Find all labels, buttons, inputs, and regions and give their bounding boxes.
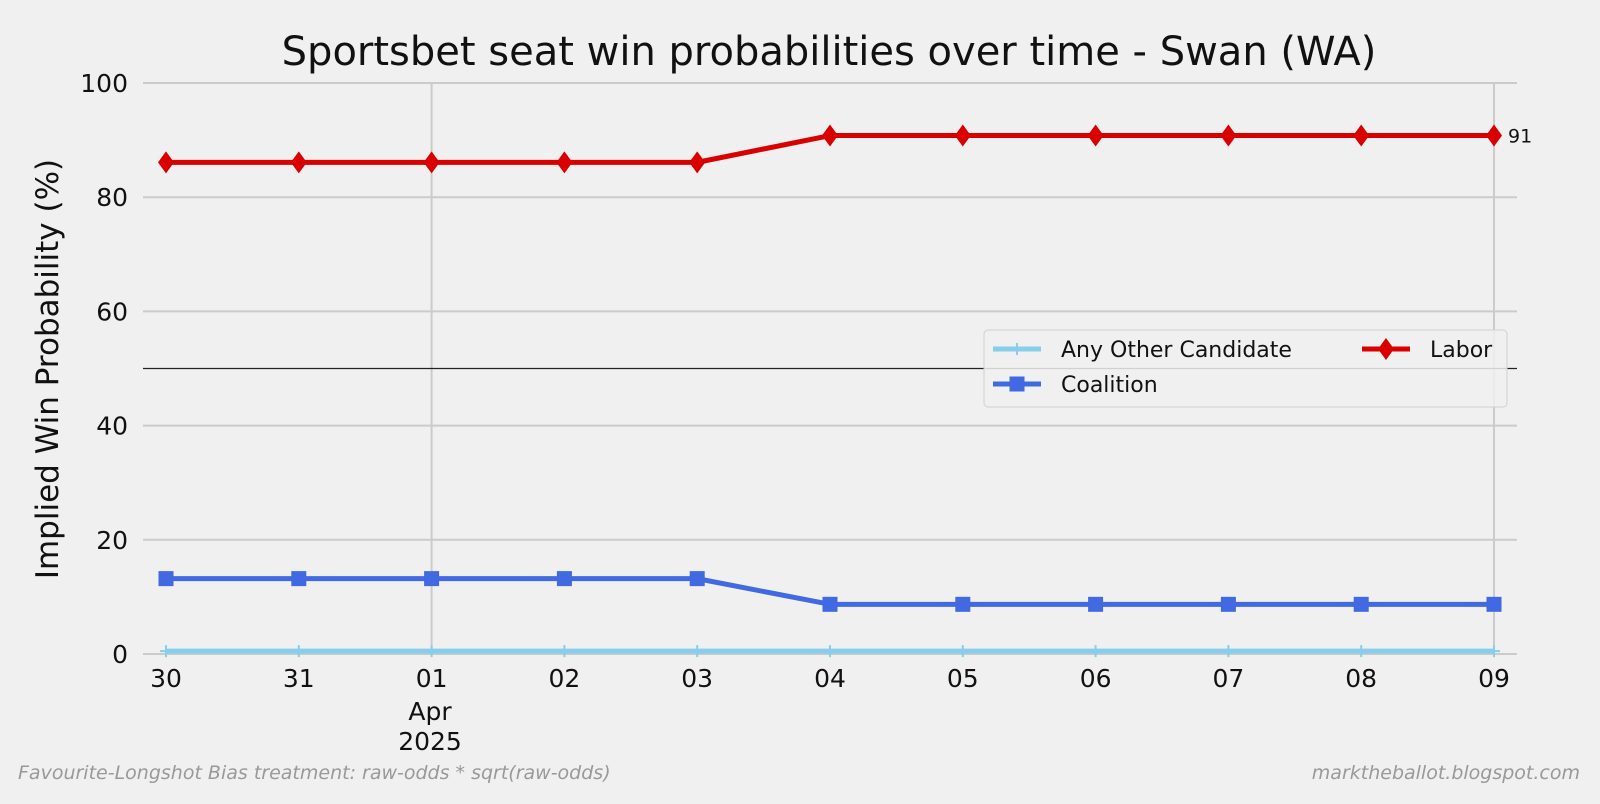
x-tick-label: 31 (283, 664, 315, 693)
legend-marker-any-other-candidate (1011, 343, 1023, 355)
data-point-any-other-candidate (1222, 645, 1235, 658)
x-tick-label: 03 (681, 664, 713, 693)
data-point-labor (954, 124, 971, 147)
data-point-coalition (1088, 596, 1104, 612)
legend-label-labor: Labor (1430, 338, 1493, 363)
data-point-labor (556, 151, 573, 174)
data-point-coalition (424, 571, 440, 587)
data-point-labor (1087, 124, 1104, 147)
data-point-any-other-candidate (160, 645, 172, 658)
data-point-coalition (822, 596, 838, 612)
series-layer: 91 (158, 124, 1532, 658)
x-tick-label: 09 (1478, 664, 1510, 693)
data-point-any-other-candidate (1089, 645, 1102, 658)
legend-items: Any Other Candidate Coalition Labor (993, 338, 1493, 398)
data-point-labor (290, 151, 307, 174)
footer-left: Favourite-Longshot Bias treatment: raw-o… (18, 762, 611, 784)
data-point-any-other-candidate (824, 645, 836, 658)
footer-right: marktheballot.blogspot.com (1312, 762, 1580, 784)
data-point-labor (1220, 124, 1237, 147)
data-point-coalition (556, 571, 572, 587)
legend-label-coalition: Coalition (1061, 373, 1158, 398)
x-tick-label: 01 (416, 664, 448, 693)
x-tick-year: 2025 (398, 727, 462, 756)
data-point-labor (1353, 124, 1370, 147)
legend-marker-labor (1378, 338, 1394, 360)
x-tick-label: 02 (548, 664, 580, 693)
y-tick-label: 100 (80, 69, 128, 98)
data-point-labor (822, 124, 838, 147)
data-point-labor (1486, 124, 1502, 147)
x-tick-label: 06 (1080, 664, 1112, 693)
data-point-labor (423, 151, 440, 174)
data-point-coalition (689, 571, 705, 587)
data-point-any-other-candidate (425, 645, 438, 658)
legend: Any Other Candidate Coalition Labor (983, 329, 1508, 408)
data-point-any-other-candidate (956, 645, 969, 658)
x-tick-label: 05 (947, 664, 979, 693)
y-axis-label: Implied Win Probability (%) (30, 159, 66, 579)
data-point-coalition (1220, 596, 1236, 612)
x-tick-month: Apr (408, 697, 452, 726)
y-tick-label: 40 (96, 412, 128, 441)
data-point-coalition (1486, 596, 1502, 612)
data-point-coalition (1353, 596, 1369, 612)
data-point-any-other-candidate (1355, 645, 1368, 658)
data-point-any-other-candidate (558, 645, 571, 658)
data-point-any-other-candidate (691, 645, 704, 658)
data-point-labor (158, 151, 174, 174)
axis-layer: 0 20 40 60 80 100 30 31 01 02 03 04 05 06 07 08 09 (80, 69, 1510, 693)
y-tick-label: 60 (96, 297, 128, 326)
data-point-any-other-candidate (292, 645, 305, 658)
data-point-coalition (955, 596, 971, 612)
y-tick-label: 0 (112, 640, 128, 669)
y-tick-label: 20 (96, 526, 128, 555)
x-tick-label: 07 (1212, 664, 1244, 693)
end-value-label: 91 (1508, 126, 1532, 148)
chart-title: Sportsbet seat win probabilities over ti… (282, 29, 1377, 75)
grid-layer (143, 82, 1517, 655)
data-point-coalition (291, 571, 307, 587)
data-point-coalition (158, 571, 174, 587)
x-tick-label: 04 (814, 664, 846, 693)
legend-label-any-other-candidate: Any Other Candidate (1061, 338, 1292, 363)
x-tick-label: 30 (150, 664, 182, 693)
legend-marker-coalition (1009, 376, 1025, 392)
data-point-any-other-candidate (1488, 645, 1500, 658)
x-tick-label: 08 (1345, 664, 1377, 693)
y-tick-label: 80 (96, 183, 128, 212)
data-point-labor (689, 151, 706, 174)
